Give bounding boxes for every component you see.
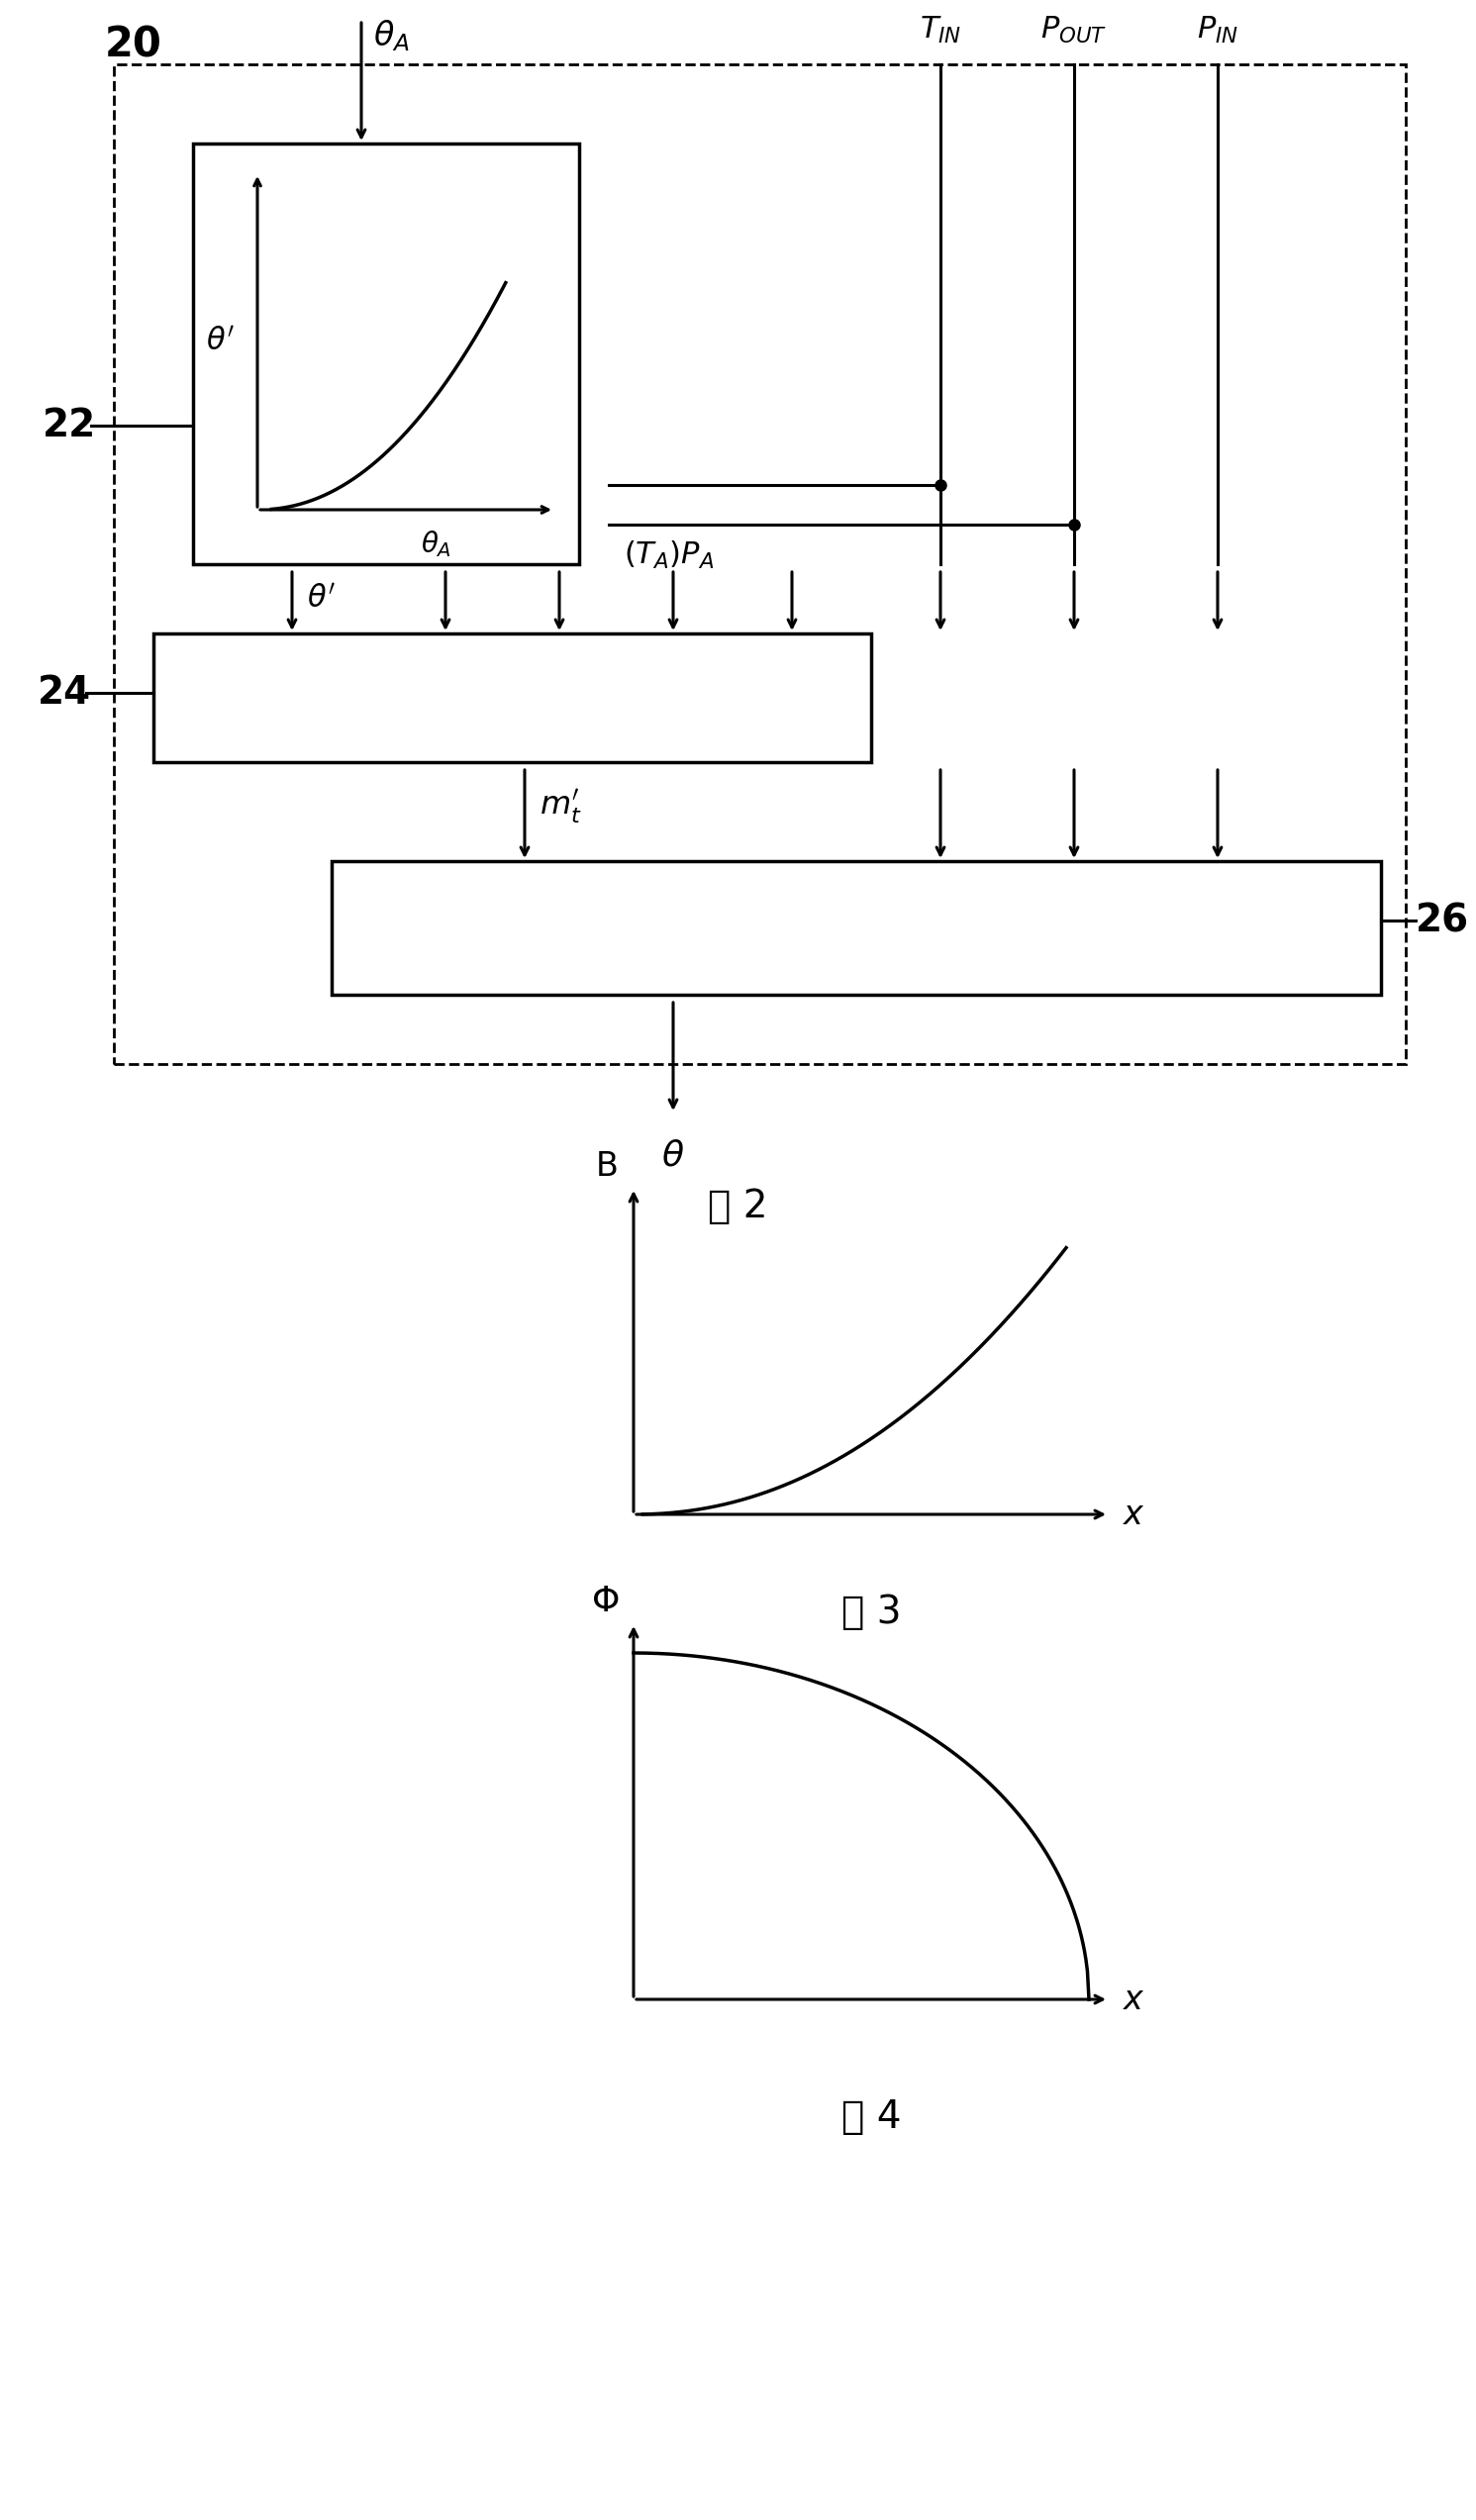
Bar xyxy=(332,862,1382,995)
Text: x: x xyxy=(1123,1983,1142,2016)
Text: B: B xyxy=(596,1149,618,1182)
Text: $\theta_A$: $\theta_A$ xyxy=(421,529,450,559)
Text: 26: 26 xyxy=(1415,902,1469,940)
Text: $\theta$: $\theta$ xyxy=(661,1139,685,1172)
Text: $m_t'$: $m_t'$ xyxy=(540,789,582,827)
Text: $P_{OUT}$: $P_{OUT}$ xyxy=(1041,15,1107,45)
Text: 24: 24 xyxy=(37,673,92,711)
Text: $\Phi$: $\Phi$ xyxy=(590,1585,618,1618)
Text: $\theta_A$: $\theta_A$ xyxy=(373,18,410,53)
Text: $\theta'$: $\theta'$ xyxy=(307,585,335,612)
Text: $\theta'$: $\theta'$ xyxy=(205,328,235,355)
Text: $(T_A)P_A$: $(T_A)P_A$ xyxy=(624,539,714,572)
Text: 20: 20 xyxy=(105,25,162,66)
Bar xyxy=(154,633,871,761)
Text: $T_{IN}$: $T_{IN}$ xyxy=(920,15,961,45)
Text: 图 3: 图 3 xyxy=(841,1593,900,1630)
Text: 图 2: 图 2 xyxy=(707,1187,768,1225)
Bar xyxy=(114,66,1405,1063)
Text: 22: 22 xyxy=(43,406,96,444)
Text: 图 4: 图 4 xyxy=(841,2099,900,2137)
Text: $P_{IN}$: $P_{IN}$ xyxy=(1197,15,1238,45)
Text: x: x xyxy=(1123,1497,1142,1530)
Bar xyxy=(193,144,579,564)
